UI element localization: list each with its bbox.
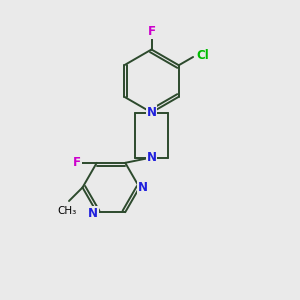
Text: N: N — [88, 207, 98, 220]
Text: N: N — [146, 106, 157, 119]
Text: N: N — [138, 181, 148, 194]
Text: F: F — [73, 156, 81, 169]
Text: N: N — [146, 151, 157, 164]
Text: Cl: Cl — [197, 49, 209, 62]
Text: CH₃: CH₃ — [57, 206, 76, 216]
Text: F: F — [148, 25, 155, 38]
